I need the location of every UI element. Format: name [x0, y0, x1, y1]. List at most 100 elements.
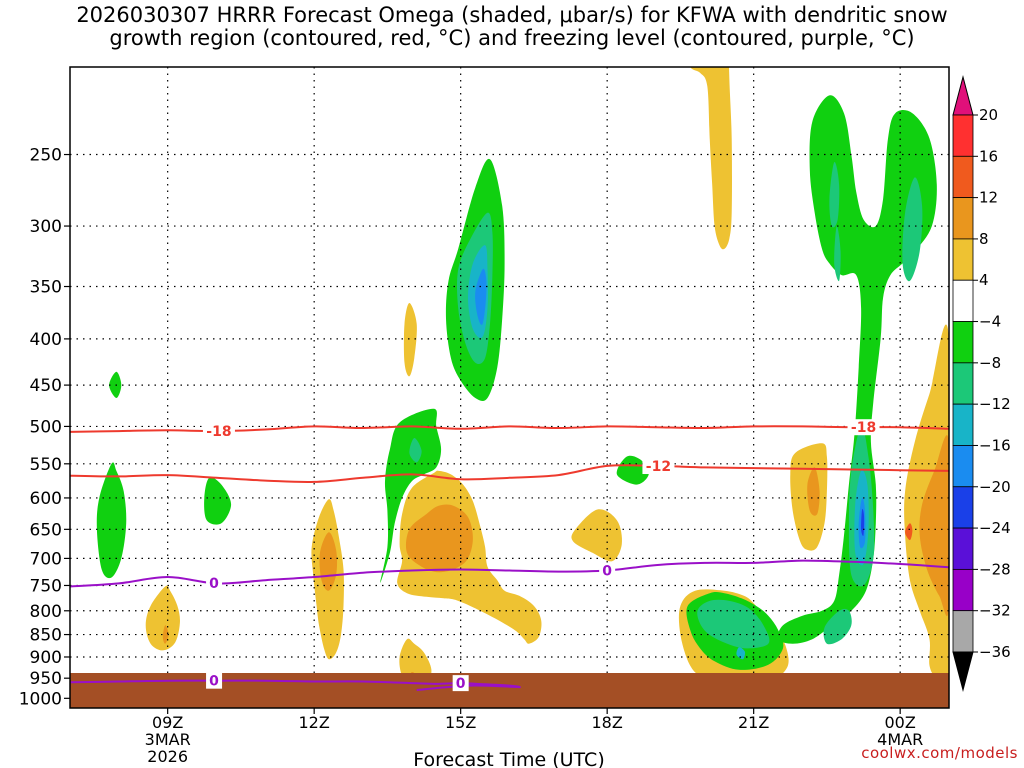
colorbar-label: −32	[979, 602, 1011, 620]
omega-region-7	[405, 504, 473, 573]
omega-region-35	[96, 462, 127, 579]
y-tick-label: 500	[30, 417, 62, 437]
colorbar-label: −20	[979, 478, 1011, 496]
freezing-level-contour-1	[70, 679, 521, 691]
omega-region-23	[777, 95, 937, 644]
colorbar-bin	[952, 114, 974, 157]
colorbar-bin	[952, 486, 974, 529]
x-tick-label: 3MAR	[145, 730, 191, 749]
y-tick-label: 750	[30, 576, 62, 596]
y-tick-label: 800	[30, 602, 62, 622]
omega-region-20	[736, 647, 746, 660]
y-tick-label: 700	[30, 549, 62, 569]
freezing-level-contour-0-label-bg	[599, 562, 616, 579]
omega-region-25	[902, 177, 923, 282]
dgz-contour-1	[70, 464, 949, 484]
colorbar-label: 4	[979, 271, 989, 289]
colorbar-bin	[952, 568, 974, 612]
colorbar-label: 20	[979, 106, 998, 124]
colorbar-label: −4	[979, 313, 1001, 331]
colorbar-bin	[952, 445, 974, 488]
colorbar-bin	[952, 362, 974, 405]
y-tick-label: 250	[30, 146, 62, 166]
colorbar-label: 16	[979, 147, 998, 165]
omega-region-5	[475, 268, 487, 325]
y-tick-label: 400	[30, 330, 62, 350]
freezing-level-contour-0-label-bg	[206, 575, 223, 592]
x-tick-label: 15Z	[445, 713, 476, 732]
pressure-axis: 2503003504004505005506006507007508008509…	[19, 146, 70, 709]
freezing-level-contour-1-label: 0	[209, 674, 219, 690]
x-tick-label: 2026	[147, 747, 188, 766]
x-tick-label: 21Z	[738, 713, 769, 732]
omega-region-12	[403, 303, 417, 377]
dgz-contour-0-label-bg	[847, 419, 880, 436]
colorbar-label: −12	[979, 395, 1011, 413]
chart-title: 2026030307 HRRR Forecast Omega (shaded, …	[0, 4, 1024, 50]
omega-region-19	[697, 599, 770, 649]
y-tick-label: 1000	[19, 689, 62, 709]
y-tick-label: 550	[30, 455, 62, 475]
y-tick-label: 350	[30, 278, 62, 298]
colorbar-over-arrow	[952, 75, 974, 116]
y-tick-label: 300	[30, 217, 62, 237]
dgz-contour-1-label: -12	[646, 459, 671, 475]
dgz-contour-0-label-bg	[202, 423, 235, 440]
x-tick-label: 18Z	[592, 713, 623, 732]
omega-region-26	[823, 608, 852, 645]
omega-region-16	[571, 509, 622, 562]
omega-region-31	[834, 225, 841, 282]
colorbar-legend: 20 16 12 8 4 −4 −8 −12 −16 −20 −24 −28 −32 −36	[952, 75, 1011, 692]
colorbar-bin	[952, 527, 974, 570]
colorbar-bin	[952, 197, 974, 240]
freezing-level-contour-1-label-bg	[452, 675, 469, 692]
omega-region-34	[409, 437, 422, 463]
colorbar-bin	[952, 610, 974, 653]
y-tick-label: 650	[30, 520, 62, 540]
freezing-level-contour-1-label: 0	[456, 676, 466, 692]
ground-below-surface	[70, 673, 949, 708]
freezing-level-contour-0-label: 0	[209, 576, 219, 592]
colorbar-label: 8	[979, 230, 989, 248]
y-tick-label: 850	[30, 626, 62, 646]
y-tick-label: 450	[30, 376, 62, 396]
y-tick-label: 900	[30, 648, 62, 668]
x-axis-title: Forecast Time (UTC)	[413, 749, 604, 768]
colorbar-label: −8	[979, 354, 1001, 372]
colorbar-under-arrow	[952, 651, 974, 692]
y-tick-label: 950	[30, 669, 62, 689]
chart-title-line-2: growth region (contoured, red, °C) and f…	[109, 26, 915, 50]
dgz-contour-0-label: -18	[851, 420, 876, 436]
colorbar-bin	[952, 279, 974, 322]
plot-frame	[69, 66, 950, 709]
dgz-contour-0-label: -18	[206, 424, 231, 440]
colorbar-label: −24	[979, 519, 1011, 537]
omega-region-36	[109, 371, 122, 398]
y-tick-label: 600	[30, 489, 62, 509]
colorbar-label: −36	[979, 643, 1011, 661]
omega-region-33	[380, 408, 442, 583]
omega-region-0	[690, 67, 732, 250]
omega-region-10	[145, 585, 180, 651]
colorbar-label: 12	[979, 189, 998, 207]
colorbar-bin	[952, 155, 974, 199]
grid-lines	[70, 67, 949, 708]
colorbar-bin	[952, 403, 974, 446]
omega-region-1	[684, 0, 712, 48]
x-tick-label: 00Z	[885, 713, 916, 732]
omega-region-37	[204, 477, 232, 525]
colorbar-label: −16	[979, 436, 1011, 454]
contour-layer: -18 -18 -12 0 0 0 0	[70, 419, 949, 692]
omega-region-24	[829, 162, 840, 228]
colorbar-bin	[952, 321, 974, 364]
dgz-contour-1-label-bg	[642, 458, 675, 475]
x-tick-label: 4MAR	[877, 730, 923, 749]
credit-text: coolwx.com/models	[861, 744, 1018, 762]
freezing-level-contour-1-label-bg	[206, 672, 223, 689]
omega-region-22	[807, 467, 820, 516]
x-tick-label: 12Z	[299, 713, 330, 732]
chart-title-line-1: 2026030307 HRRR Forecast Omega (shaded, …	[76, 3, 948, 27]
colorbar-bin	[952, 238, 974, 281]
